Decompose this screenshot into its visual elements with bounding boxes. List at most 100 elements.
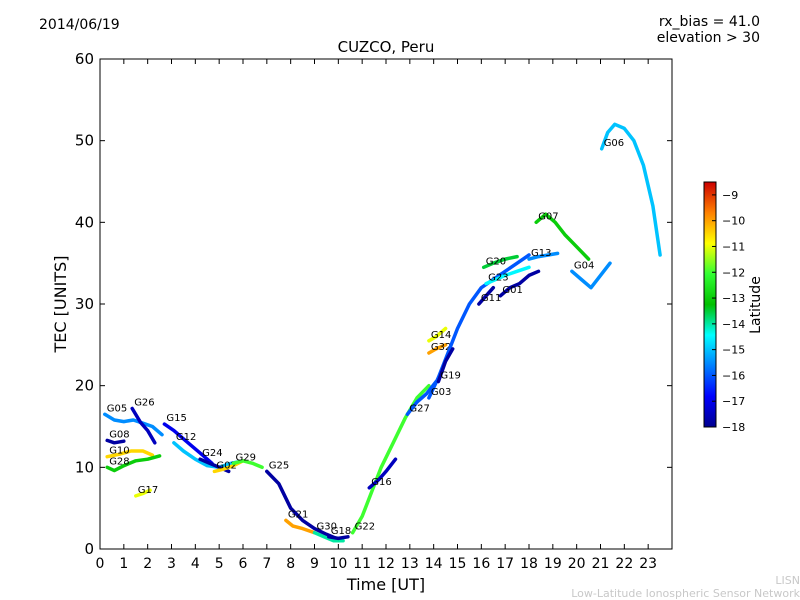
x-tick-label: 19 <box>544 556 562 572</box>
colorbar-tick-label: −14 <box>722 318 745 331</box>
credit-short: LISN <box>775 574 800 587</box>
series-track-g13 <box>527 251 560 261</box>
series-track-g21 <box>284 518 317 535</box>
x-tick-label: 0 <box>96 556 105 572</box>
series-label-g13: G13 <box>531 248 551 259</box>
x-tick-label: 23 <box>639 556 657 572</box>
y-tick-label: 30 <box>75 295 94 313</box>
series-label-g16: G16 <box>371 477 391 488</box>
x-tick-label: 12 <box>377 556 395 572</box>
x-tick-label: 20 <box>568 556 586 572</box>
series-track-g10 <box>105 449 155 459</box>
series-track-g05 <box>103 412 164 437</box>
y-tick-label: 10 <box>75 458 94 476</box>
rx-bias-label: rx_bias = 41.0 <box>658 14 760 30</box>
series-label-g17: G17 <box>138 485 158 496</box>
series-label-g32: G32 <box>431 342 451 353</box>
colorbar-label: Latitude <box>748 276 764 334</box>
colorbar-tick-label: −9 <box>722 189 738 202</box>
x-tick-label: 22 <box>615 556 633 572</box>
elevation-label: elevation > 30 <box>656 30 760 46</box>
x-tick-label: 2 <box>143 556 152 572</box>
series-label-g28: G28 <box>109 456 129 467</box>
series-label-g19: G19 <box>440 371 460 382</box>
x-tick-label: 21 <box>592 556 610 572</box>
x-tick-label: 13 <box>401 556 419 572</box>
colorbar-tick-label: −13 <box>722 292 745 305</box>
y-tick-label: 40 <box>75 213 94 231</box>
colorbar-tick-label: −15 <box>722 344 745 357</box>
x-tick-label: 4 <box>191 556 200 572</box>
x-tick-label: 6 <box>239 556 248 572</box>
x-tick-label: 1 <box>119 556 128 572</box>
series-label-g20: G20 <box>486 256 506 267</box>
series-track-g26 <box>130 406 157 445</box>
series-track-g27 <box>405 379 438 417</box>
colorbar-tick-label: −11 <box>722 240 745 253</box>
colorbar-tick-label: −10 <box>722 215 745 228</box>
series-track-g17 <box>134 488 152 498</box>
series-label-g11: G11 <box>481 293 501 304</box>
series-label-g04: G04 <box>574 260 594 271</box>
x-tick-label: 18 <box>520 556 538 572</box>
series-label-g23: G23 <box>488 273 508 284</box>
x-tick-label: 3 <box>167 556 176 572</box>
x-tick-label: 16 <box>472 556 490 572</box>
series-track-g16 <box>367 457 398 490</box>
series-track-g19 <box>436 347 455 384</box>
series-track-g04 <box>570 261 612 290</box>
series-track-g32 <box>427 343 448 355</box>
colorbar <box>703 181 717 428</box>
series-track-g23 <box>484 265 531 286</box>
y-tick-label: 60 <box>75 50 94 68</box>
y-tick-label: 50 <box>75 132 94 150</box>
series-label-g21: G21 <box>288 509 308 520</box>
series-label-g27: G27 <box>409 403 429 414</box>
series-label-g10: G10 <box>109 446 129 457</box>
series-track-g20 <box>481 254 519 270</box>
series-track-g14 <box>427 326 448 343</box>
y-tick-label: 0 <box>84 540 94 558</box>
series-track-g22 <box>350 383 431 535</box>
colorbar-tick-label: −16 <box>722 369 745 382</box>
series-label-g22: G22 <box>355 522 375 533</box>
series-track-g15 <box>162 422 214 466</box>
x-axis-label: Time [UT] <box>346 575 425 594</box>
series-label-g05: G05 <box>107 403 127 414</box>
x-tick-label: 5 <box>215 556 224 572</box>
series-label-g03: G03 <box>431 387 451 398</box>
colorbar-tick-label: −18 <box>722 421 745 434</box>
series-track-g18 <box>327 535 350 541</box>
y-axis-label: TEC [UNITS] <box>51 256 70 354</box>
x-tick-label: 9 <box>310 556 319 572</box>
series-label-g30: G30 <box>317 522 337 533</box>
x-tick-label: 7 <box>262 556 271 572</box>
series-label-g06: G06 <box>604 138 624 149</box>
series-label-g12: G12 <box>176 432 196 443</box>
series-label-g02: G02 <box>216 460 236 471</box>
series-label-g15: G15 <box>166 413 186 424</box>
series-label-g24: G24 <box>202 448 222 459</box>
y-tick-label: 20 <box>75 377 94 395</box>
series-label-g26: G26 <box>134 398 154 409</box>
series-track-g06 <box>599 122 662 257</box>
series-label-g14: G14 <box>431 330 451 341</box>
series-track-g12 <box>172 441 245 470</box>
series-label-g18: G18 <box>331 526 351 537</box>
series-track-g28 <box>105 454 162 473</box>
series-label-g29: G29 <box>236 452 256 463</box>
x-tick-label: 14 <box>425 556 443 572</box>
plot-frame <box>99 58 673 550</box>
series-track-g30 <box>312 530 345 543</box>
series-track-g11 <box>477 285 496 306</box>
series-label-g01: G01 <box>502 285 522 296</box>
x-tick-label: 10 <box>329 556 347 572</box>
date-label: 2014/06/19 <box>39 17 120 33</box>
series-track-g29 <box>231 459 264 470</box>
series-track-g01 <box>498 269 541 298</box>
x-tick-label: 17 <box>496 556 514 572</box>
series-label-g08: G08 <box>109 429 129 440</box>
series-track-g25 <box>265 469 341 541</box>
chart-title: CUZCO, Peru <box>338 38 435 56</box>
